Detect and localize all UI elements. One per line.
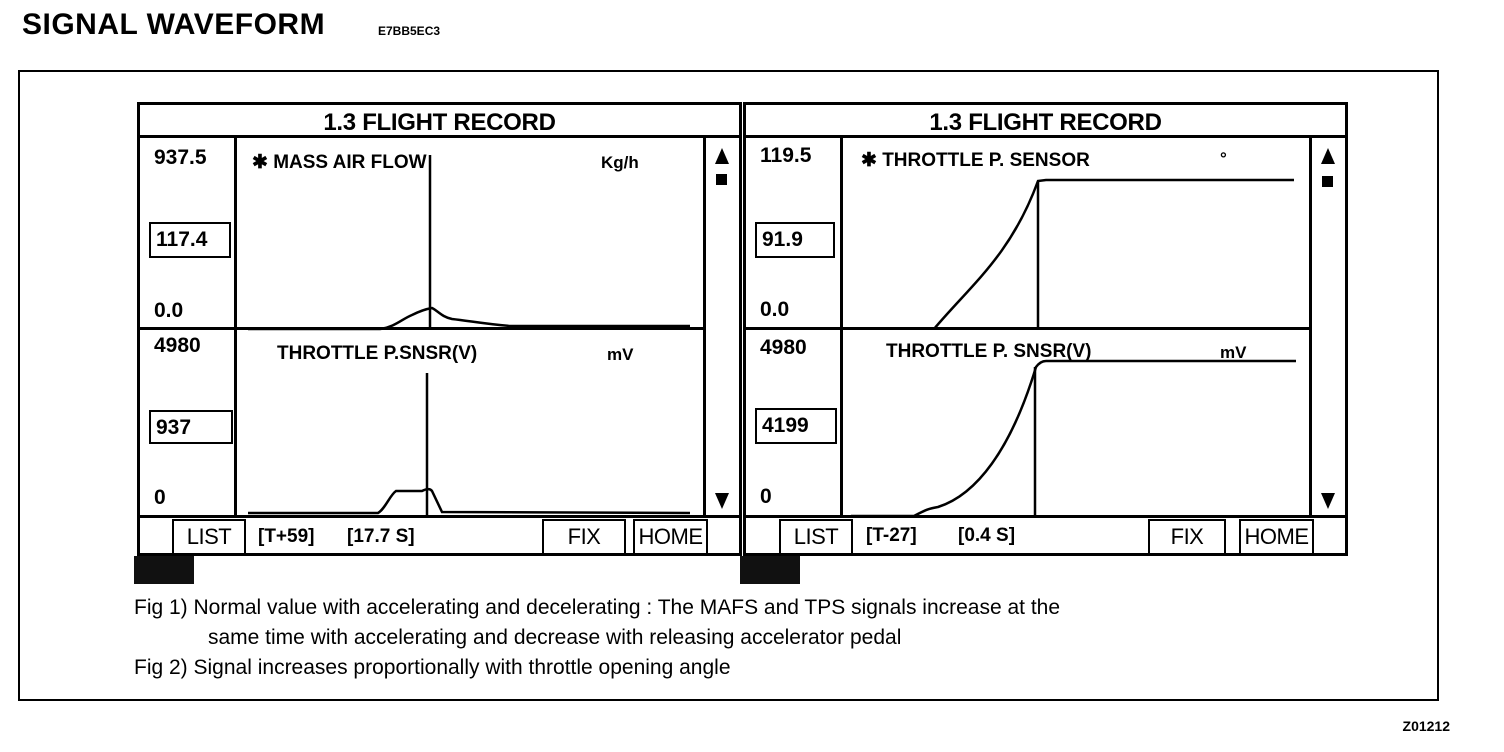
bottom-min-value: 0 <box>154 486 166 509</box>
bottom-signal-unit: mV <box>1220 343 1247 362</box>
home-button[interactable]: HOME <box>1239 519 1314 555</box>
bottom-current-value: 4199 <box>755 408 837 444</box>
black-tab-marker <box>134 556 194 584</box>
plot-separator <box>140 327 703 330</box>
bottom-axis-column: 4980 4199 0 <box>746 330 843 518</box>
scrollbar[interactable] <box>1309 138 1345 518</box>
bottom-current-value: 937 <box>149 410 233 444</box>
square-icon <box>1322 176 1333 187</box>
top-signal-label: ✱ THROTTLE P. SENSOR <box>861 150 1090 171</box>
caption-fig1-line2: same time with accelerating and decrease… <box>208 626 902 649</box>
fix-button[interactable]: FIX <box>1148 519 1226 555</box>
list-button[interactable]: LIST <box>779 519 853 555</box>
top-min-value: 0.0 <box>760 298 790 321</box>
screen-title: 1.3 FLIGHT RECORD <box>746 105 1345 138</box>
figure-id: Z01212 <box>1402 718 1450 734</box>
bottom-max-value: 4980 <box>154 334 201 357</box>
square-icon <box>716 174 727 185</box>
home-button[interactable]: HOME <box>633 519 708 555</box>
top-current-value: 91.9 <box>755 222 835 258</box>
mass-air-flow-trace <box>248 306 690 331</box>
time-index: [T+59] <box>258 526 315 547</box>
bottom-max-value: 4980 <box>760 336 807 359</box>
time-value: [0.4 S] <box>958 525 1016 546</box>
top-min-value: 0.0 <box>154 299 184 322</box>
waveform-graph-left <box>248 155 691 517</box>
caption-fig1-line1: Fig 1) Normal value with accelerating an… <box>134 596 1061 619</box>
time-value: [17.7 S] <box>347 526 415 547</box>
top-axis-column: 937.5 117.4 0.0 <box>140 138 237 330</box>
scanner-screen-right: 1.3 FLIGHT RECORD 119.5 91.9 0.0 4980 41… <box>743 102 1348 556</box>
figure-frame <box>18 70 1439 701</box>
caption-fig2: Fig 2) Signal increases proportionally w… <box>134 656 731 679</box>
document-code: E7BB5EC3 <box>378 24 441 38</box>
throttle-voltage-trace <box>851 359 1296 518</box>
page-title: SIGNAL WAVEFORM <box>22 8 326 41</box>
screen-footer: LIST [T-27] [0.4 S] FIX HOME <box>746 515 1345 555</box>
bottom-signal-unit: mV <box>607 345 634 364</box>
top-signal-label: ✱ MASS AIR FLOW <box>252 152 427 173</box>
top-max-value: 119.5 <box>760 144 812 167</box>
bottom-signal-label: THROTTLE P.SNSR(V) <box>277 343 478 364</box>
bottom-min-value: 0 <box>760 485 772 508</box>
throttle-voltage-trace <box>248 487 691 515</box>
list-button[interactable]: LIST <box>172 519 246 555</box>
arrow-up-icon[interactable] <box>715 148 729 164</box>
scanner-screen-left: 1.3 FLIGHT RECORD 937.5 117.4 0.0 4980 9… <box>137 102 742 556</box>
screen-title: 1.3 FLIGHT RECORD <box>140 105 739 138</box>
arrow-down-icon[interactable] <box>715 493 729 509</box>
top-current-value: 117.4 <box>149 222 231 258</box>
top-max-value: 937.5 <box>154 146 207 169</box>
top-axis-column: 119.5 91.9 0.0 <box>746 138 843 330</box>
arrow-up-icon[interactable] <box>1321 148 1335 164</box>
waveform-graph-right <box>851 178 1296 518</box>
screen-footer: LIST [T+59] [17.7 S] FIX HOME <box>140 515 739 555</box>
top-signal-unit: Kg/h <box>601 153 639 172</box>
black-tab-marker <box>740 556 800 584</box>
top-signal-unit: ° <box>1220 149 1227 168</box>
arrow-down-icon[interactable] <box>1321 493 1335 509</box>
time-index: [T-27] <box>866 525 917 546</box>
plot-separator <box>746 327 1309 330</box>
throttle-angle-trace <box>933 178 1294 330</box>
bottom-axis-column: 4980 937 0 <box>140 330 237 518</box>
scrollbar[interactable] <box>703 138 739 518</box>
fix-button[interactable]: FIX <box>542 519 626 555</box>
bottom-signal-label: THROTTLE P. SNSR(V) <box>886 341 1092 362</box>
